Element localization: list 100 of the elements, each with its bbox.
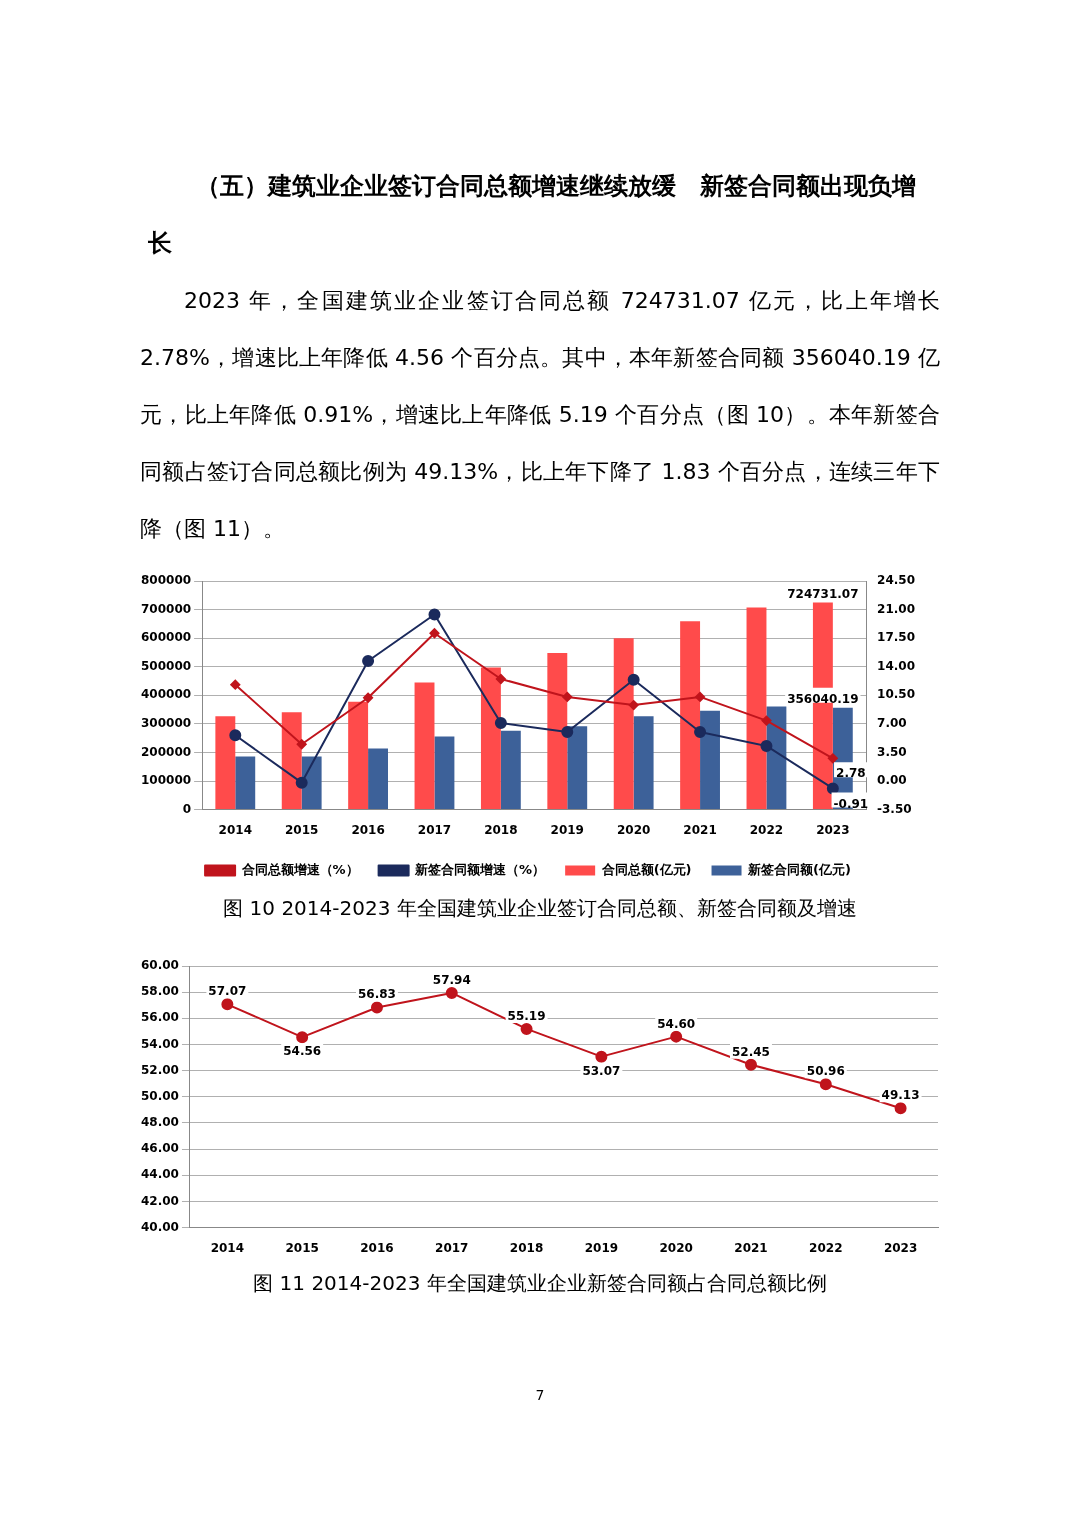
x-tick-label: 2014 — [210, 1240, 245, 1255]
data-label: 52.45 — [732, 1044, 770, 1059]
point — [221, 998, 234, 1011]
point — [627, 673, 640, 686]
point — [562, 691, 573, 702]
point — [295, 776, 308, 789]
point — [363, 692, 374, 703]
y2-tick-label: 17.50 — [877, 630, 916, 645]
bar — [547, 653, 568, 810]
point — [760, 739, 773, 752]
y-tick-label: 54.00 — [140, 1036, 179, 1051]
y-tick-label: 60.00 — [140, 958, 179, 973]
y-tick-label: 500000 — [140, 658, 192, 673]
x-tick-label: 2020 — [659, 1240, 693, 1255]
y-tick-label: 42.00 — [140, 1193, 179, 1208]
bar — [215, 716, 236, 810]
point — [296, 1031, 309, 1044]
data-label: 57.94 — [432, 972, 471, 987]
y2-tick-label: 21.00 — [877, 601, 916, 616]
legend-label: 合同总额增速（%） — [240, 861, 359, 877]
point — [362, 655, 375, 668]
y-tick-label: 100000 — [140, 773, 192, 788]
y-tick-label: 0 — [182, 801, 192, 816]
point — [826, 782, 839, 795]
data-label: 54.56 — [283, 1044, 322, 1059]
x-tick-label: 2021 — [734, 1240, 768, 1255]
x-tick-label: 2017 — [417, 822, 452, 837]
caption: 图 10 2014-2023 年全国建筑业企业签订合同总额、新签合同额及增速 — [222, 895, 858, 922]
y-tick-label: 44.00 — [140, 1167, 179, 1182]
x-tick-label: 2015 — [284, 822, 319, 837]
legend-label: 新签合同额增速（%） — [414, 861, 546, 877]
bar — [434, 736, 455, 810]
data-label: 54.60 — [657, 1016, 696, 1031]
bar — [281, 712, 302, 810]
bar — [680, 621, 701, 810]
y-tick-label: 46.00 — [140, 1141, 179, 1156]
legend-label: 合同总额(亿元) — [600, 861, 692, 877]
bar — [500, 730, 521, 810]
y-tick-label: 300000 — [140, 716, 192, 730]
point — [761, 715, 772, 726]
y-tick-label: 58.00 — [140, 984, 179, 999]
point — [595, 1050, 608, 1063]
point — [695, 691, 706, 702]
y2-tick-label: 7.00 — [877, 716, 907, 730]
x-tick-label: 2015 — [285, 1240, 319, 1255]
point — [229, 729, 242, 742]
point — [428, 608, 441, 621]
point — [628, 700, 639, 711]
point — [296, 739, 307, 750]
point — [827, 753, 838, 764]
y-tick-label: 50.00 — [140, 1088, 179, 1103]
data-label: 56.83 — [357, 987, 396, 1002]
point — [561, 726, 574, 739]
bar — [633, 716, 654, 810]
bar — [235, 756, 256, 810]
x-tick-label: 2019 — [584, 1240, 619, 1255]
y2-tick-label: 3.50 — [877, 744, 907, 759]
x-tick-label: 2020 — [616, 822, 651, 837]
y2-tick-label: 0.00 — [877, 773, 907, 788]
bar — [348, 701, 369, 810]
point — [894, 1102, 907, 1115]
point — [819, 1078, 832, 1091]
y2-tick-label: 14.00 — [877, 658, 916, 673]
text: 7 — [534, 1387, 546, 1403]
data-label: 2.78 — [836, 766, 866, 781]
y-tick-label: 56.00 — [140, 1010, 179, 1025]
x-tick-label: 2022 — [749, 822, 784, 837]
y2-tick-label: 24.50 — [877, 573, 916, 588]
point — [670, 1030, 683, 1043]
y-tick-label: 52.00 — [140, 1062, 179, 1077]
x-tick-label: 2022 — [809, 1240, 843, 1255]
x-tick-label: 2023 — [883, 1240, 918, 1255]
y-tick-label: 40.00 — [140, 1219, 179, 1234]
data-label: 49.13 — [881, 1088, 920, 1103]
data-label: 55.19 — [507, 1008, 546, 1023]
x-tick-label: 2019 — [550, 822, 584, 837]
y2-tick-label: 10.50 — [877, 687, 916, 702]
bar — [414, 682, 435, 810]
bar — [301, 756, 322, 810]
text: 2023 年，全国建筑业企业签订合同总额 724731.07 亿元，比上年增长 2.78%，增速比上年降低 4.56 个百分点。其中，本年新签合同额 356040.19 亿元，比上年降低 0.91%，增速比上年降低 5.19 个百分点（图 10）。本年新签合同额占签订合同总额比例为 49.13%，比上年下降了 1.83 个百分点，连续三年下降（图 11）。 — [140, 288, 940, 541]
bar — [567, 726, 588, 810]
point — [494, 717, 507, 730]
data-label: 53.07 — [582, 1063, 621, 1078]
y2-tick-label: -3.50 — [877, 801, 912, 816]
y-tick-label: 800000 — [140, 573, 192, 588]
chart-title: （五）建筑业企业签订合同总额增速继续放缓 新签合同额出现负增长 — [148, 172, 916, 257]
data-label: 356040.19 — [787, 691, 859, 706]
x-tick-label: 2018 — [509, 1240, 544, 1255]
data-label: -0.91 — [833, 796, 869, 811]
x-tick-label: 2021 — [683, 822, 717, 837]
x-tick-label: 2016 — [360, 1240, 394, 1255]
x-tick-label: 2017 — [435, 1240, 469, 1255]
data-label: 50.96 — [806, 1064, 845, 1079]
y-tick-label: 200000 — [140, 744, 192, 759]
bar — [368, 748, 388, 810]
bar — [613, 638, 634, 810]
bar — [746, 607, 767, 810]
bar — [700, 710, 720, 810]
y-tick-label: 48.00 — [140, 1115, 179, 1130]
point — [230, 679, 241, 690]
